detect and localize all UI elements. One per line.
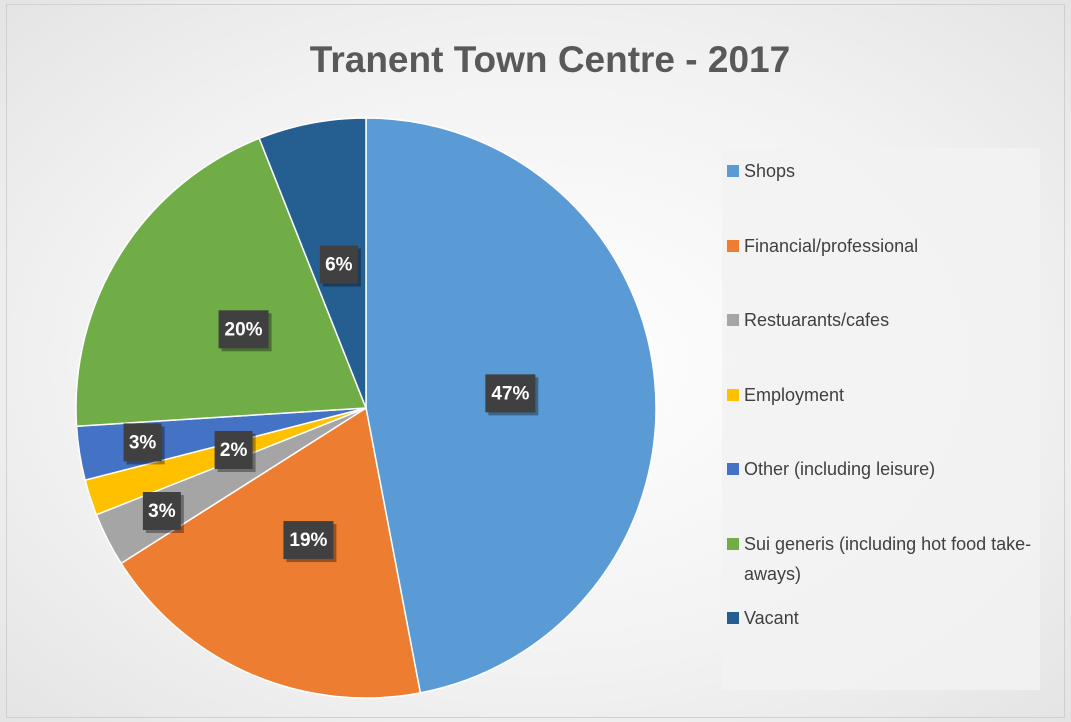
legend: Shops Financial/professional Restuarants/c… (722, 148, 1040, 690)
legend-entry: Shops (727, 156, 1032, 186)
value-label-box (142, 492, 181, 531)
legend-swatch (727, 239, 739, 252)
legend-entry: Other (including leisure) (727, 454, 1032, 484)
pie-slice (258, 117, 367, 409)
slices (75, 117, 657, 699)
legend-label: Financial/professional (744, 235, 919, 256)
value-label-box (485, 374, 536, 413)
legend-label: Other (including leisure) (744, 459, 936, 479)
value-label: 6% (325, 255, 353, 276)
value-label: 2% (220, 440, 248, 461)
legend-label: Shops (744, 161, 796, 181)
legend-swatch (727, 463, 739, 475)
legend-entry: Restuarants/cafes (727, 305, 1032, 335)
value-label: 3% (129, 432, 157, 453)
value-label: 19% (289, 530, 327, 551)
value-label-box (283, 521, 334, 560)
value-label-box (214, 431, 253, 470)
legend-swatch (727, 165, 739, 177)
legend-entry: Employment (727, 380, 1032, 410)
value-label: 20% (225, 319, 263, 340)
value-labels: 47% 19% 3% 2% 3% 20% 6% (123, 245, 539, 563)
legend-entry: Financial/professional (727, 231, 1032, 261)
value-label: 47% (491, 383, 529, 404)
legend-entry: Vacant (727, 603, 1032, 633)
value-label: 3% (148, 501, 176, 522)
legend-label: Vacant (744, 608, 799, 628)
chart-frame (6, 4, 1065, 718)
chart-title: Tranent Town Centre - 2017 (310, 39, 790, 80)
legend-label: Employment (744, 384, 845, 405)
legend-entry: Sui generis (including hot food take-awa… (727, 529, 1032, 589)
value-label-box (218, 310, 269, 349)
value-label-box (123, 423, 162, 462)
legend-swatch (727, 612, 739, 624)
pie-slice (120, 406, 422, 699)
legend-swatch (727, 314, 739, 326)
legend-label: Restuarants/cafes (744, 310, 890, 330)
value-label-box (319, 245, 358, 284)
pie-slice (75, 137, 368, 428)
legend-swatch (727, 537, 739, 550)
legend-swatch (727, 388, 739, 401)
legend-label: Sui generis (including hot food take-awa… (744, 533, 1032, 584)
